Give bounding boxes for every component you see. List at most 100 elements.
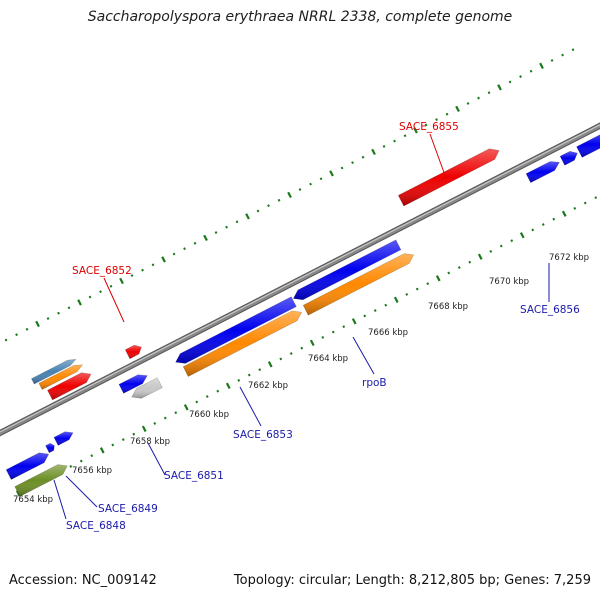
gene-arrow-shading bbox=[560, 151, 578, 166]
tick-mark bbox=[247, 373, 251, 377]
gene-arrow-shading bbox=[175, 296, 297, 364]
tick-mark bbox=[541, 223, 545, 226]
tick-mark bbox=[363, 314, 367, 318]
scale-label: 7664 kbp bbox=[308, 354, 348, 364]
tick-mark bbox=[351, 318, 357, 325]
tick-mark bbox=[141, 268, 144, 272]
gene-label: rpoB bbox=[362, 377, 387, 389]
tick-mark bbox=[267, 204, 270, 208]
tick-mark bbox=[183, 247, 186, 251]
tick-mark bbox=[88, 295, 92, 299]
gene-arrow-shading bbox=[14, 464, 68, 497]
gene-arrow-shading bbox=[125, 345, 142, 359]
tick-mark bbox=[119, 277, 124, 285]
tick-mark bbox=[550, 59, 554, 62]
tick-mark bbox=[4, 338, 8, 342]
tick-mark bbox=[405, 292, 409, 296]
tick-mark bbox=[573, 206, 577, 210]
tick-mark bbox=[161, 256, 166, 263]
genome-summary-text: Topology: circular; Length: 8,212,805 bp… bbox=[233, 573, 591, 588]
tick-mark bbox=[300, 346, 304, 350]
tick-mark bbox=[172, 252, 176, 256]
leader-line bbox=[352, 336, 375, 375]
tick-mark bbox=[519, 75, 522, 79]
tick-mark bbox=[141, 425, 147, 432]
leader-line bbox=[65, 475, 98, 508]
tick-mark bbox=[529, 69, 533, 73]
tick-mark bbox=[508, 80, 512, 84]
tick-mark bbox=[447, 271, 451, 275]
tick-mark bbox=[561, 210, 567, 217]
scale-label: 7668 kbp bbox=[428, 302, 468, 312]
gene-label: SACE_6853 bbox=[233, 429, 293, 441]
tick-mark bbox=[203, 234, 208, 242]
gene-label: SACE_6855 bbox=[399, 121, 459, 133]
tick-mark bbox=[193, 241, 197, 245]
tick-mark bbox=[413, 127, 418, 134]
tick-mark bbox=[225, 382, 231, 389]
tick-mark bbox=[214, 231, 218, 234]
tick-mark bbox=[163, 416, 167, 420]
gene-arrow-shading bbox=[398, 148, 500, 206]
tick-mark bbox=[277, 198, 281, 202]
tick-mark bbox=[497, 84, 502, 91]
scale-label: 7672 kbp bbox=[549, 253, 589, 263]
backbone-line bbox=[0, 123, 600, 436]
scale-label: 7654 kbp bbox=[13, 495, 53, 505]
outer-tick-marks bbox=[4, 48, 575, 342]
tick-mark bbox=[121, 438, 125, 441]
tick-mark bbox=[393, 139, 396, 143]
scale-label: 7670 kbp bbox=[489, 277, 529, 287]
tick-mark bbox=[205, 395, 209, 398]
tick-mark bbox=[424, 123, 428, 127]
tick-mark bbox=[235, 220, 239, 224]
tick-mark bbox=[130, 274, 134, 277]
tick-mark bbox=[35, 320, 40, 328]
tick-mark bbox=[111, 443, 115, 447]
tick-mark bbox=[183, 404, 189, 411]
tick-mark bbox=[371, 148, 376, 156]
tick-mark bbox=[393, 296, 399, 303]
tick-mark bbox=[435, 118, 438, 122]
tick-mark bbox=[195, 400, 199, 404]
scale-label: 7656 kbp bbox=[72, 466, 112, 476]
leader-line bbox=[103, 277, 125, 323]
gene-arrow-shading bbox=[38, 364, 83, 390]
scale-label: 7658 kbp bbox=[130, 437, 170, 447]
label-leader-lines bbox=[53, 133, 550, 520]
gene-arrow-shading bbox=[31, 359, 76, 384]
tick-mark bbox=[351, 161, 354, 165]
tick-mark bbox=[319, 177, 323, 181]
tick-mark bbox=[403, 134, 407, 138]
scale-label: 7662 kbp bbox=[248, 381, 288, 391]
tick-mark bbox=[489, 249, 493, 253]
tick-mark bbox=[583, 201, 587, 205]
gene-arrow-shading bbox=[54, 431, 73, 446]
tick-mark bbox=[487, 91, 491, 95]
tick-mark bbox=[109, 284, 113, 288]
tick-mark bbox=[361, 155, 365, 159]
tick-mark bbox=[594, 196, 598, 200]
scale-label: 7660 kbp bbox=[189, 410, 229, 420]
map-title: Saccharopolyspora erythraea NRRL 2338, c… bbox=[87, 9, 513, 25]
scale-label: 7666 kbp bbox=[368, 328, 408, 338]
tick-mark bbox=[174, 411, 178, 415]
tick-mark bbox=[373, 309, 377, 312]
inner-tick-marks bbox=[15, 196, 598, 497]
tick-mark bbox=[77, 299, 82, 306]
leader-line bbox=[147, 442, 166, 476]
tick-mark bbox=[342, 325, 346, 329]
tick-mark bbox=[267, 361, 273, 368]
tick-mark bbox=[426, 282, 430, 286]
tick-mark bbox=[552, 217, 556, 221]
tick-mark bbox=[445, 112, 449, 116]
tick-mark bbox=[331, 330, 335, 334]
genome-backbone bbox=[0, 122, 600, 437]
tick-mark bbox=[153, 421, 157, 425]
tick-mark bbox=[309, 182, 312, 186]
tick-mark bbox=[99, 290, 102, 294]
tick-mark bbox=[57, 311, 60, 315]
tick-mark bbox=[519, 232, 525, 239]
gene-arrow-shading bbox=[47, 372, 91, 400]
gene-arrow-shading bbox=[119, 374, 148, 394]
